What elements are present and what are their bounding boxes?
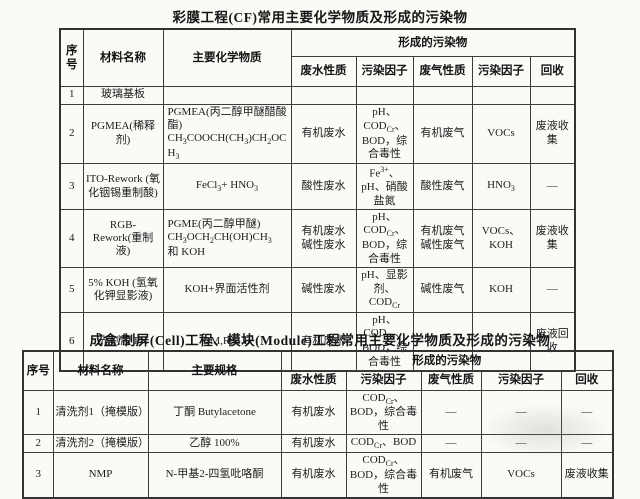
table-cell: pH、CODCr、BOD，综合毒性 — [355, 209, 414, 269]
table-cell: N-甲基2-四氢吡咯酮 — [147, 452, 282, 499]
table-cell: — — [529, 163, 576, 211]
table-cell: 有机废水 — [280, 452, 347, 499]
table-cell: KOH+界面活性剂 — [162, 267, 292, 313]
table-cell: 丁酮 Butylacetone — [147, 389, 282, 436]
col-header-water-factor: 污染因子 — [345, 369, 422, 391]
table-cell: 有机废气 — [420, 452, 482, 499]
table-row: 3 ITO-Rework (氧化铟锡重制酸) FeCl3+ HNO3 酸性废水 … — [59, 163, 576, 211]
table-cell — [529, 85, 576, 105]
table-cell: VOCs — [471, 103, 531, 165]
table-cell: 废液收集 — [560, 452, 614, 499]
table-cell: 碱性废气 — [412, 267, 473, 313]
table-cell: — — [529, 267, 576, 313]
table-cell: 清洗剂1（掩模版） — [52, 389, 149, 436]
table-cell: PGMEA(丙二醇甲醚醋酸酯) CH3COOCH(CH3)CH2OCH3 — [162, 103, 292, 165]
table-row: 3 NMP N-甲基2-四氢吡咯酮 有机废水 CODCr、BOD，综合毒性 有机… — [22, 452, 614, 499]
document-page: 彩膜工程(CF)常用主要化学物质及形成的污染物 序号 材料名称 主要化学物质 形… — [22, 10, 615, 499]
table-cell: KOH — [471, 267, 531, 313]
table-cell: 玻璃基板 — [82, 85, 164, 105]
table-cell: 1 — [22, 389, 54, 436]
table-cell: ITO-Rework (氧化铟锡重制酸) — [82, 163, 164, 211]
col-header-gas: 废气性质 — [412, 55, 473, 87]
table-cell: — — [560, 389, 614, 436]
table-cell — [471, 85, 531, 105]
table-cell: pH、显影剂、CODCr — [355, 267, 414, 313]
table-cell: 废液收集 — [529, 209, 576, 269]
table-subheader-row: 废水性质 污染因子 废气性质 污染因子 回收 — [23, 369, 614, 391]
col-header-gas: 废气性质 — [420, 369, 482, 391]
table-cell: 3 — [59, 163, 84, 211]
table-cell: 废液收集 — [529, 103, 576, 165]
table-cell: 酸性废气 — [412, 163, 473, 211]
col-header-recycle: 回收 — [560, 369, 614, 391]
col-header-pollutants-group: 形成的污染物 — [280, 350, 614, 371]
table-cell: 清洗剂2（掩模版） — [52, 434, 149, 454]
table-cell: Fe3+、pH、硝酸盐氮 — [355, 163, 414, 211]
table-row: 5 5% KOH (氢氧化钾显影液) KOH+界面活性剂 碱性废水 pH、显影剂… — [59, 267, 576, 313]
col-header-recycle: 回收 — [529, 55, 576, 87]
col-header-chemical: 主要化学物质 — [162, 28, 292, 87]
table-row: 1 玻璃基板 — [59, 85, 576, 105]
table-cell: 有机废水 — [290, 103, 357, 165]
cell-module-table-title: 成盒/制屏(Cell)工程、模块(Module)工程常用主要化学物质及形成的污染… — [89, 333, 551, 348]
table-cell: NMP — [52, 452, 149, 499]
table-cell — [412, 85, 473, 105]
table-cell: FeCl3+ HNO3 — [162, 163, 292, 211]
table-cell: 乙醇 100% — [147, 434, 282, 454]
table-cell: 有机废气 — [412, 103, 473, 165]
table-cell: — — [560, 434, 614, 454]
table-cell: 有机废水 — [280, 434, 347, 454]
col-header-material: 材料名称 — [52, 350, 149, 391]
col-header-no: 序号 — [22, 350, 54, 391]
table-row: 1 清洗剂1（掩模版） 丁酮 Butylacetone 有机废水 CODCr、B… — [22, 389, 614, 436]
col-header-wastewater: 废水性质 — [280, 369, 347, 391]
col-header-no: 序号 — [59, 28, 84, 87]
table-cell: 有机废水 — [280, 389, 347, 436]
table-row: 4 RGB-Rework(重制液) PGME(丙二醇甲醚) CH3OCH2CH(O… — [59, 209, 576, 269]
cf-table-title: 彩膜工程(CF)常用主要化学物质及形成的污染物 — [172, 10, 468, 25]
table-cell: 4 — [59, 209, 84, 269]
table-cell: — — [480, 389, 562, 436]
cf-table: 序号 材料名称 主要化学物质 形成的污染物 废水性质 污染因子 废气性质 污染因… — [59, 28, 577, 373]
table-cell: CODCr、BOD，综合毒性 — [345, 389, 422, 436]
table-cell: 碱性废水 — [290, 267, 357, 313]
table-cell: 1 — [59, 85, 84, 105]
table-cell: pH、CODCr、BOD，综合毒性 — [355, 103, 414, 165]
col-header-gas-factor: 污染因子 — [480, 369, 562, 391]
table-subheader-row: 废水性质 污染因子 废气性质 污染因子 回收 — [60, 55, 576, 87]
table-cell: 有机废水 碱性废水 — [290, 209, 357, 269]
table-cell: RGB-Rework(重制液) — [82, 209, 164, 269]
table-cell: 酸性废水 — [290, 163, 357, 211]
table-cell: — — [420, 434, 482, 454]
table-cell: VOCs、 KOH — [471, 209, 531, 269]
table-cell: 5 — [59, 267, 84, 313]
table-cell: 有机废气 碱性废气 — [412, 209, 473, 269]
col-header-spec: 主要规格 — [147, 350, 282, 391]
table-cell: HNO3 — [471, 163, 531, 211]
table-cell: VOCs — [480, 452, 562, 499]
table-cell: CODCr、BOD，综合毒性 — [345, 452, 422, 499]
table-row: 2 清洗剂2（掩模版） 乙醇 100% 有机废水 CODCr、BOD — — — — [22, 434, 614, 454]
table-cell: — — [420, 389, 482, 436]
table-cell: 2 — [59, 103, 84, 165]
table-cell: 5% KOH (氢氧化钾显影液) — [82, 267, 164, 313]
table-row: 2 PGMEA(稀释剂) PGMEA(丙二醇甲醚醋酸酯) CH3COOCH(CH3… — [59, 103, 576, 165]
table-cell — [162, 85, 292, 105]
table-cell — [290, 85, 357, 105]
col-header-pollutants-group: 形成的污染物 — [290, 28, 576, 57]
col-header-water-factor: 污染因子 — [355, 55, 414, 87]
table-cell — [355, 85, 414, 105]
col-header-wastewater: 废水性质 — [290, 55, 357, 87]
table-cell: 3 — [22, 452, 54, 499]
cell-module-table: 序号 材料名称 主要规格 形成的污染物 废水性质 污染因子 废气性质 污染因子 … — [22, 350, 615, 499]
table-header-row: 序号 材料名称 主要规格 形成的污染物 — [22, 350, 614, 391]
table-cell: — — [480, 434, 562, 454]
col-header-gas-factor: 污染因子 — [471, 55, 531, 87]
table-cell: CODCr、BOD — [345, 434, 422, 454]
table-header-row: 序号 材料名称 主要化学物质 形成的污染物 — [59, 28, 576, 87]
table-cell: PGME(丙二醇甲醚) CH3OCH2CH(OH)CH3 和 KOH — [162, 209, 292, 269]
col-header-material: 材料名称 — [82, 28, 164, 87]
table-cell: 2 — [22, 434, 54, 454]
table-cell: PGMEA(稀释剂) — [82, 103, 164, 165]
